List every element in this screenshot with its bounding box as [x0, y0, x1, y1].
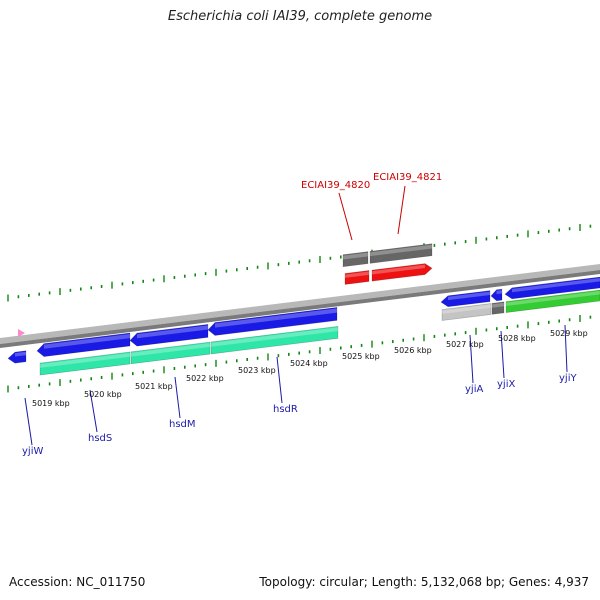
gene-label-yjiW[interactable]: yjiW	[22, 446, 43, 457]
gene-label-yjiY[interactable]: yjiY	[559, 373, 577, 384]
gene-label-yjiX[interactable]: yjiX	[497, 379, 515, 390]
gene-yjiA[interactable]	[441, 303, 492, 321]
backbone-bottom-face	[0, 270, 600, 348]
features	[7, 243, 600, 376]
gene-label-yjiA[interactable]: yjiA	[465, 384, 483, 395]
gene-yjiY[interactable]	[505, 289, 600, 313]
genome-backbone	[0, 264, 600, 348]
scale-label: 5020 kbp	[84, 390, 122, 399]
gene-label-ECIAI39_4820[interactable]: ECIAI39_4820	[301, 180, 370, 191]
cds-yjiX[interactable]	[490, 288, 503, 302]
scale-label: 5019 kbp	[32, 399, 70, 408]
gene-yjiX[interactable]	[491, 301, 505, 315]
gene-hsdR[interactable]	[210, 325, 339, 355]
leader-yjiY	[564, 324, 568, 373]
scale-label: 5027 kbp	[446, 340, 484, 349]
gene-ECIAI39_4821[interactable]	[369, 243, 433, 264]
cds-yjiY[interactable]	[504, 276, 600, 300]
cds-yjiW[interactable]	[7, 350, 27, 364]
leader-yjiA	[469, 334, 474, 384]
scale-label: 5022 kbp	[186, 374, 224, 383]
gene-ECIAI39_4820[interactable]	[342, 251, 369, 268]
leader-hsdM	[174, 376, 181, 419]
cds-hsdS[interactable]	[36, 332, 131, 357]
label-leader-lines	[24, 185, 568, 446]
gene-hsdS[interactable]	[39, 351, 131, 376]
cds-ECIAI39_4821[interactable]	[371, 263, 433, 282]
gene-label-hsdR[interactable]: hsdR	[273, 404, 298, 415]
gene-labels: yjiW hsdS hsdM hsdR yjiA yjiX yjiY ECIAI…	[22, 172, 577, 457]
leader-hsdS	[89, 389, 98, 433]
scale-label: 5028 kbp	[498, 334, 536, 343]
scale-label: 5024 kbp	[290, 359, 328, 368]
cds-hsdR[interactable]	[207, 307, 338, 336]
leader-yjiW	[24, 397, 33, 446]
cds-hsdM[interactable]	[129, 324, 209, 347]
scale-label: 5021 kbp	[135, 382, 173, 391]
lower-scale-ticks	[7, 314, 600, 393]
leader-ECIAI39_4821	[397, 185, 406, 235]
scale-label: 5025 kbp	[342, 352, 380, 361]
gene-label-hsdS[interactable]: hsdS	[88, 433, 112, 444]
scale-label: 5029 kbp	[550, 329, 588, 338]
leader-yjiX	[500, 330, 505, 379]
page-title: Escherichia coli IAI39, complete genome	[167, 9, 433, 24]
cds-yjiA[interactable]	[440, 290, 491, 308]
leader-hsdR	[276, 356, 283, 404]
leader-ECIAI39_4820	[338, 192, 353, 241]
scale-label: 5023 kbp	[238, 366, 276, 375]
gene-label-ECIAI39_4821[interactable]: ECIAI39_4821	[373, 172, 442, 183]
misc-feature-marker[interactable]	[18, 329, 25, 337]
gene-hsdM[interactable]	[130, 341, 211, 365]
scale-labels: 5019 kbp 5020 kbp 5021 kbp 5022 kbp 5023…	[32, 329, 588, 408]
accession-text: Accession: NC_011750	[9, 575, 146, 589]
gene-label-hsdM[interactable]: hsdM	[169, 419, 196, 430]
backbone-top-face	[0, 264, 600, 344]
scale-label: 5026 kbp	[394, 346, 432, 355]
cds-ECIAI39_4820[interactable]	[344, 270, 370, 285]
genome-summary-text: Topology: circular; Length: 5,132,068 bp…	[259, 575, 589, 589]
